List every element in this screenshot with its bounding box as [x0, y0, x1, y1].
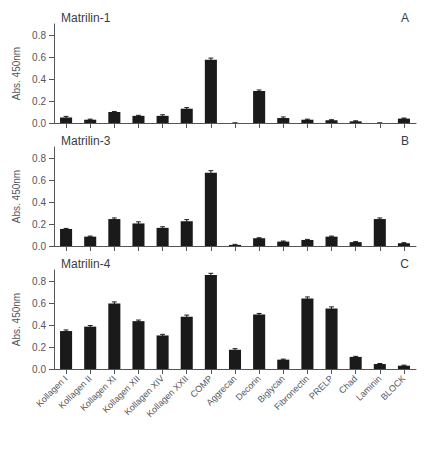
svg-text:0.0: 0.0 — [32, 364, 46, 375]
svg-text:Chad: Chad — [337, 373, 359, 395]
svg-text:B: B — [401, 134, 409, 148]
svg-text:0.0: 0.0 — [32, 241, 46, 252]
svg-text:C: C — [400, 257, 409, 271]
svg-text:PRELP: PRELP — [307, 373, 335, 401]
svg-text:Kollagen XIV: Kollagen XIV — [122, 373, 167, 418]
svg-text:Kollagen XII: Kollagen XII — [100, 373, 142, 415]
svg-text:Kollagen XI: Kollagen XI — [78, 373, 118, 413]
svg-text:Kollagen II: Kollagen II — [56, 373, 94, 411]
svg-text:Matrilin-3: Matrilin-3 — [61, 134, 111, 148]
svg-text:0.8: 0.8 — [32, 276, 46, 287]
svg-text:0.6: 0.6 — [32, 175, 46, 186]
svg-text:Matrilin-1: Matrilin-1 — [61, 11, 111, 25]
svg-text:Decorin: Decorin — [233, 373, 263, 403]
svg-text:Abs. 450nm: Abs. 450nm — [11, 47, 22, 100]
svg-text:0.2: 0.2 — [32, 342, 46, 353]
svg-text:0.6: 0.6 — [32, 52, 46, 63]
svg-text:0.6: 0.6 — [32, 298, 46, 309]
svg-text:0.8: 0.8 — [32, 153, 46, 164]
svg-text:0.2: 0.2 — [32, 96, 46, 107]
svg-text:COMP: COMP — [188, 373, 215, 400]
svg-text:Abs. 450nm: Abs. 450nm — [11, 170, 22, 223]
svg-text:0.0: 0.0 — [32, 118, 46, 129]
svg-text:Abs. 450nm: Abs. 450nm — [11, 293, 22, 346]
svg-text:BLOCK: BLOCK — [379, 373, 408, 402]
svg-text:Aggrecan: Aggrecan — [204, 373, 238, 407]
svg-text:0.4: 0.4 — [32, 320, 46, 331]
svg-text:Fibronectin: Fibronectin — [272, 373, 311, 412]
svg-text:0.8: 0.8 — [32, 30, 46, 41]
svg-text:Matrilin-4: Matrilin-4 — [61, 257, 111, 271]
svg-text:Biglycan: Biglycan — [255, 373, 287, 405]
svg-text:0.2: 0.2 — [32, 219, 46, 230]
svg-text:0.4: 0.4 — [32, 197, 46, 208]
svg-text:Laminin: Laminin — [354, 373, 383, 402]
svg-text:Kollagen XXII: Kollagen XXII — [145, 373, 191, 419]
svg-text:A: A — [401, 11, 409, 25]
svg-text:Kollagen I: Kollagen I — [34, 373, 70, 409]
svg-text:0.4: 0.4 — [32, 74, 46, 85]
